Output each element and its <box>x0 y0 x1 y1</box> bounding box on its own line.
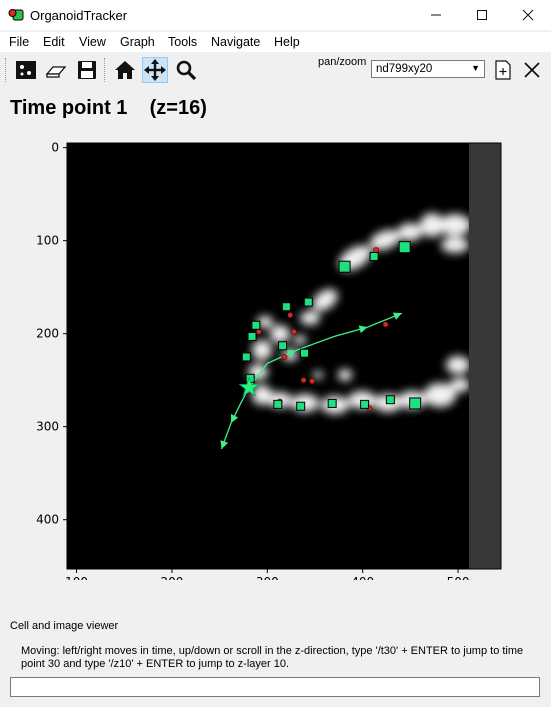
x-tick-label: 100 <box>65 575 88 580</box>
toolbar-grip <box>5 58 9 82</box>
command-input[interactable] <box>10 677 540 697</box>
cell-marker[interactable] <box>273 399 283 409</box>
selected-cell-star-icon[interactable] <box>238 376 260 397</box>
menu-tools[interactable]: Tools <box>168 35 198 49</box>
track-arrow <box>392 312 402 320</box>
axes: 100 200 300 400 500 0 100 200 300 400 <box>36 141 469 580</box>
minimize-button[interactable] <box>413 0 459 30</box>
viewer-name-label: Cell and image viewer <box>10 620 119 632</box>
pan-button[interactable] <box>142 57 168 83</box>
track-arrow <box>286 350 296 358</box>
help-text: Moving: left/right moves in time, up/dow… <box>21 645 524 670</box>
toolbar <box>0 54 551 86</box>
maximize-button[interactable] <box>459 0 505 30</box>
image-plot[interactable]: 100 200 300 400 500 0 100 200 300 400 <box>0 130 551 580</box>
close-tab-button[interactable] <box>519 57 545 83</box>
red-cell-marker[interactable] <box>291 328 297 335</box>
minimize-icon <box>431 14 441 16</box>
tracks <box>220 312 403 450</box>
y-tick-label: 200 <box>36 327 59 341</box>
menu-graph[interactable]: Graph <box>120 35 155 49</box>
experiment-select-value: nd799xy20 <box>376 63 433 75</box>
cell-marker[interactable] <box>338 260 351 273</box>
y-tick-label: 0 <box>51 141 59 155</box>
x-tick-label: 200 <box>160 575 183 580</box>
save-icon <box>78 61 96 79</box>
cell-marker[interactable] <box>278 341 288 351</box>
chevron-down-icon: ▼ <box>471 63 480 73</box>
menu-bar: File Edit View Graph Tools Navigate Help <box>0 32 551 52</box>
red-cell-marker[interactable] <box>255 328 262 335</box>
menu-view[interactable]: View <box>79 35 106 49</box>
y-tick-label: 300 <box>36 420 59 434</box>
eraser-icon <box>45 66 67 78</box>
organoid-app-icon <box>8 9 24 21</box>
cell-marker[interactable] <box>369 251 379 261</box>
track-arrow <box>220 440 229 450</box>
experiment-select[interactable]: nd799xy20 ▼ <box>371 60 485 78</box>
pan-icon <box>144 59 166 81</box>
mode-label: pan/zoom <box>318 56 367 68</box>
window-close-button[interactable] <box>505 0 551 30</box>
window-title: OrganoidTracker <box>30 8 128 23</box>
eraser-button[interactable] <box>43 57 69 83</box>
close-icon <box>524 62 540 78</box>
x-tick-label: 500 <box>447 575 470 580</box>
home-icon <box>115 61 135 79</box>
cell-marker[interactable] <box>251 320 261 330</box>
save-button[interactable] <box>74 57 100 83</box>
maximize-icon <box>477 10 487 20</box>
zoom-button[interactable] <box>173 57 199 83</box>
graph-button[interactable] <box>13 57 39 83</box>
x-tick-label: 300 <box>256 575 279 580</box>
new-tab-button[interactable] <box>490 57 516 83</box>
red-cell-marker[interactable] <box>287 312 294 318</box>
cell-marker[interactable] <box>409 397 422 410</box>
red-cell-marker[interactable] <box>281 354 288 360</box>
cell-marker[interactable] <box>327 398 337 408</box>
window-close-icon <box>522 9 534 21</box>
cell-marker[interactable] <box>385 395 395 405</box>
track-line <box>220 387 250 450</box>
markers <box>238 241 422 411</box>
cell-marker[interactable] <box>247 331 257 341</box>
menu-navigate[interactable]: Navigate <box>211 35 261 49</box>
new-tab-icon <box>495 60 511 80</box>
toolbar-separator <box>104 58 108 82</box>
zoom-icon <box>176 60 197 81</box>
y-tick-label: 100 <box>36 234 59 248</box>
track-line <box>248 312 403 389</box>
home-button[interactable] <box>112 57 138 83</box>
cell-marker[interactable] <box>241 352 251 362</box>
cell-marker[interactable] <box>303 297 313 307</box>
menu-edit[interactable]: Edit <box>43 35 65 49</box>
cell-marker[interactable] <box>296 401 306 411</box>
menu-file[interactable]: File <box>9 35 30 49</box>
red-cell-marker[interactable] <box>382 321 389 328</box>
cell-marker[interactable] <box>360 399 370 409</box>
cell-marker[interactable] <box>398 241 411 254</box>
menu-help[interactable]: Help <box>274 35 300 49</box>
y-tick-label: 400 <box>36 513 59 527</box>
x-tick-label: 400 <box>351 575 374 580</box>
title-bar: OrganoidTracker <box>0 0 551 30</box>
viewer-title: Time point 1 (z=16) <box>10 97 207 119</box>
cell-marker[interactable] <box>281 302 291 312</box>
cell-marker[interactable] <box>300 348 310 358</box>
red-cell-marker[interactable] <box>300 377 307 384</box>
track-arrow <box>230 414 239 423</box>
red-cell-marker[interactable] <box>309 378 316 385</box>
red-cell-marker[interactable] <box>373 247 379 253</box>
plot-frame <box>66 142 502 570</box>
track-arrow <box>358 325 368 334</box>
graph-icon <box>16 61 36 79</box>
